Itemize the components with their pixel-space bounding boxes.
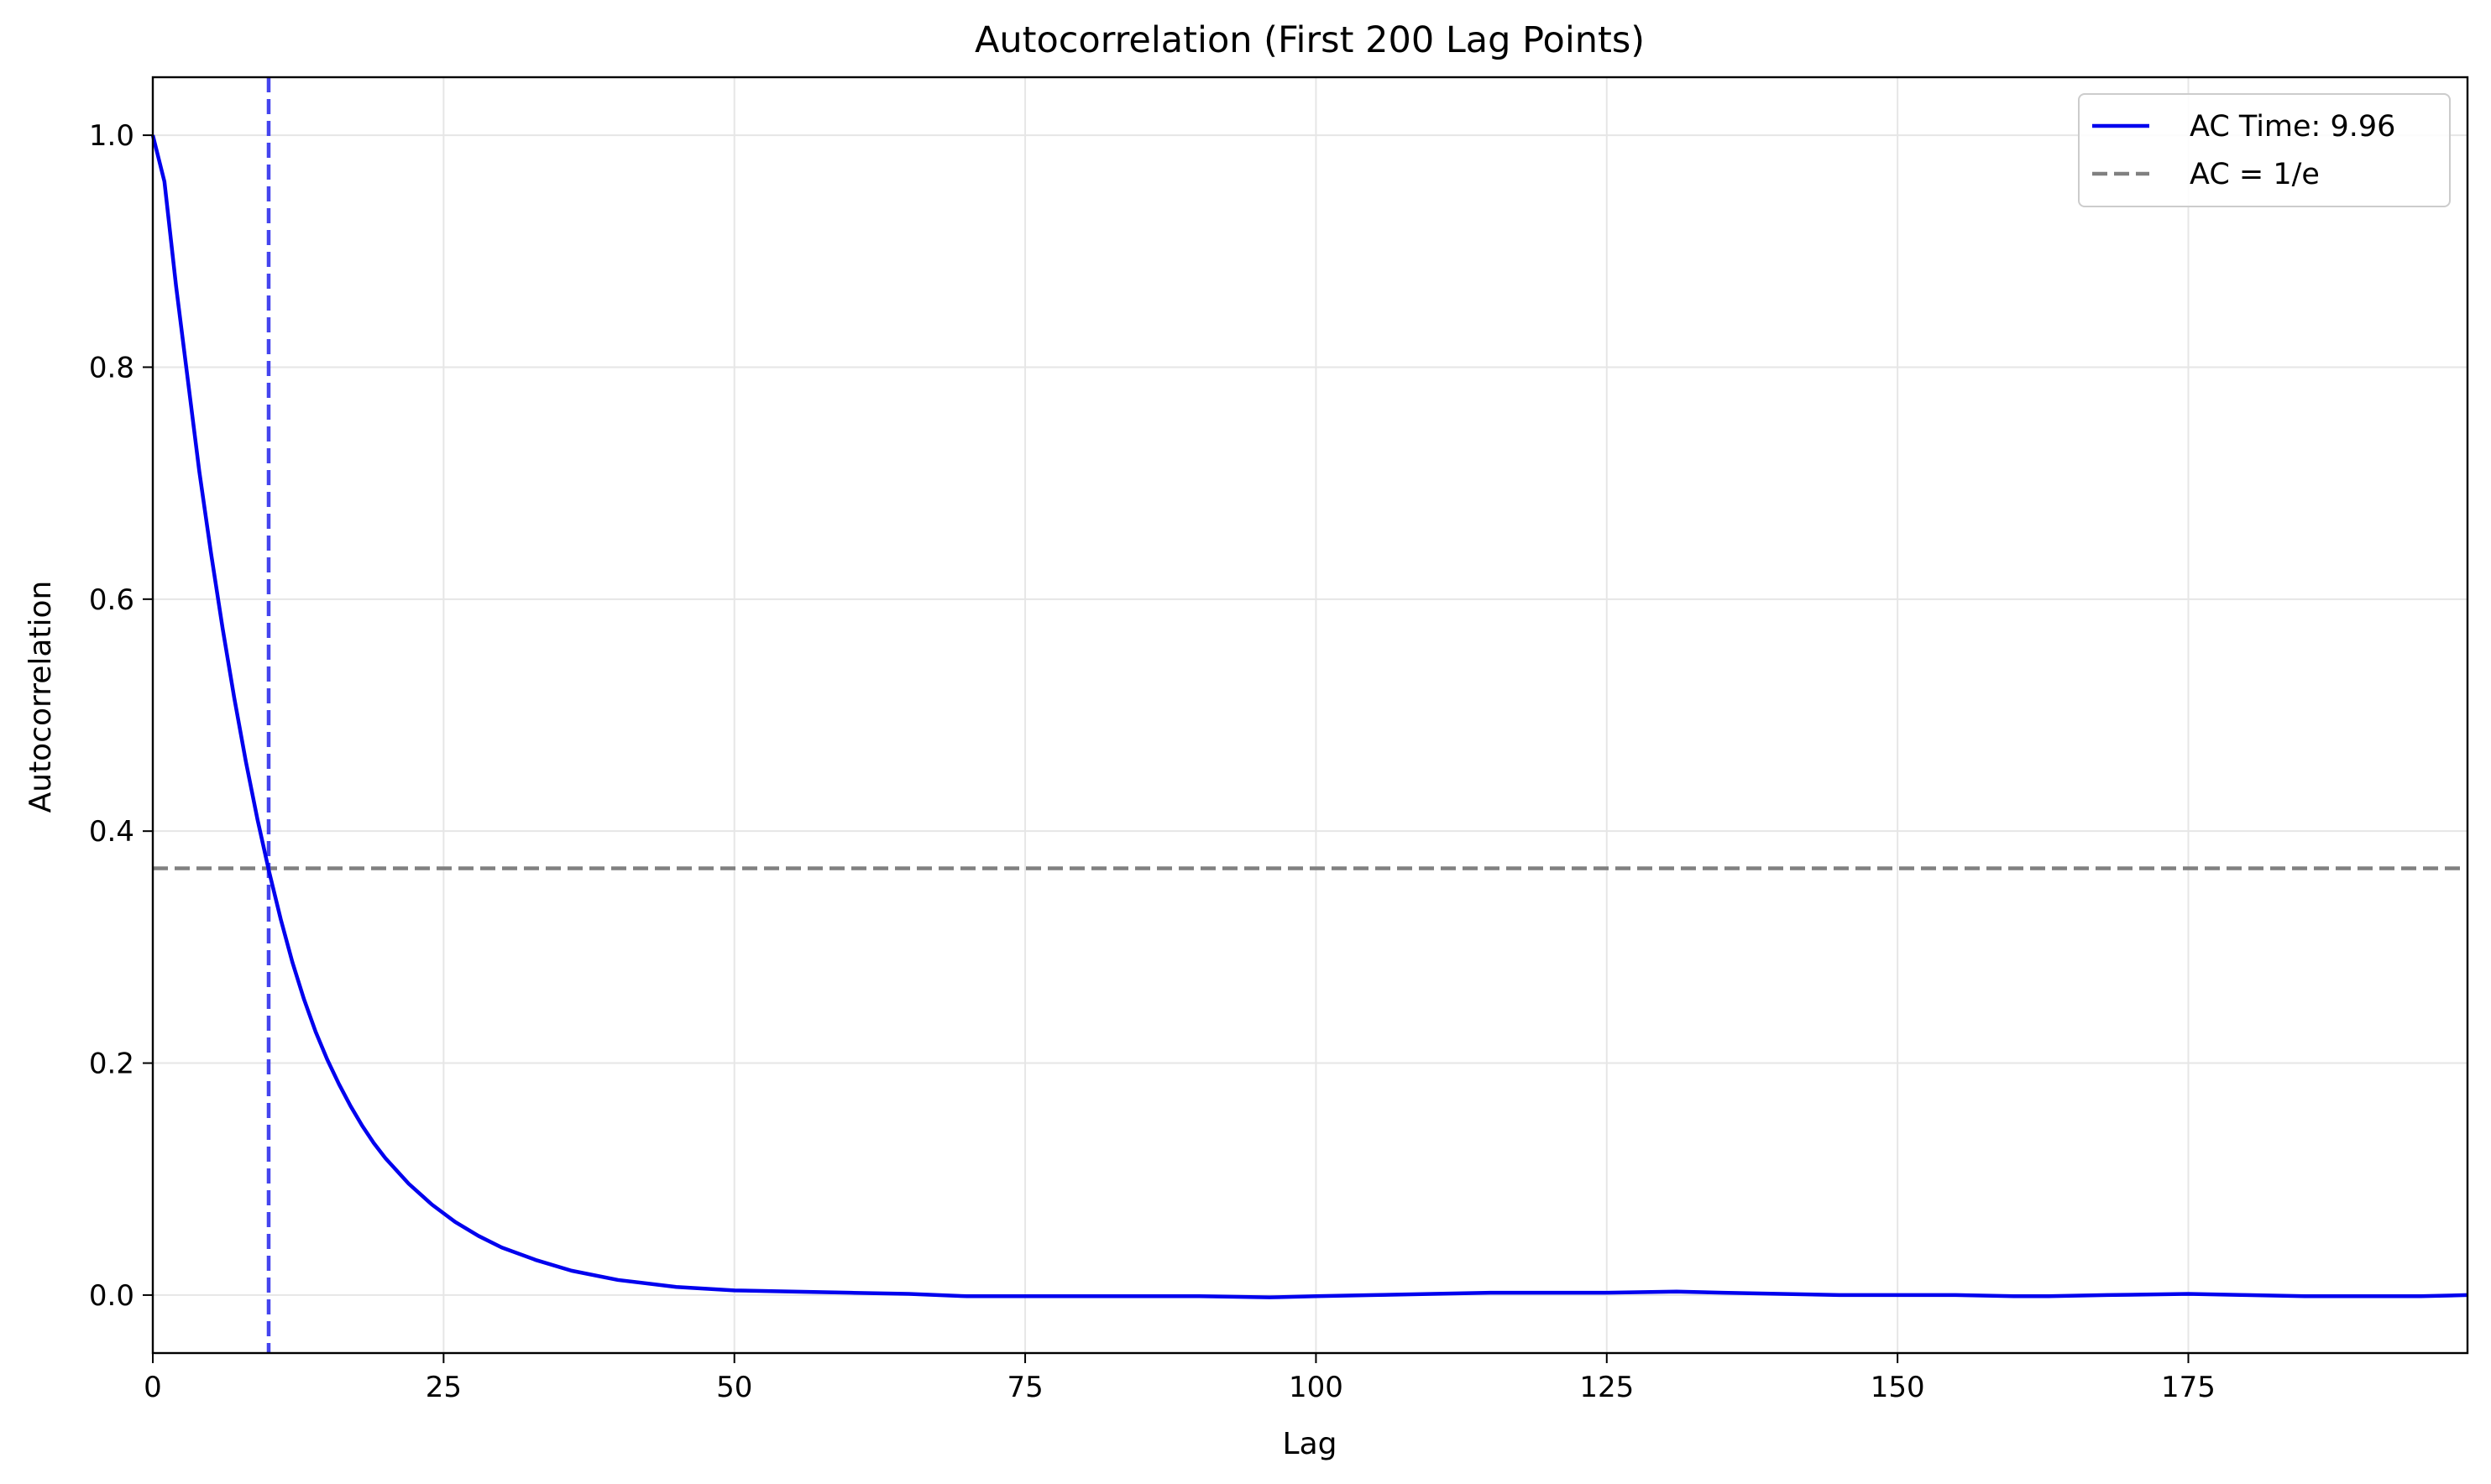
y-axis-label: Autocorrelation bbox=[24, 581, 58, 813]
y-tick-label: 0.4 bbox=[89, 815, 134, 849]
x-tick-label: 100 bbox=[1289, 1371, 1343, 1404]
legend: AC Time: 9.96 AC = 1/e bbox=[2078, 93, 2451, 207]
y-axis-ticks: 0.0 0.2 0.4 0.6 0.8 1.0 bbox=[89, 119, 153, 1313]
grid bbox=[152, 77, 2467, 1353]
chart-title: Autocorrelation (First 200 Lag Points) bbox=[975, 19, 1645, 61]
y-tick-label: 0.2 bbox=[89, 1048, 134, 1081]
legend-box bbox=[2078, 93, 2451, 207]
x-axis-ticks: 0 25 50 75 100 125 150 175 bbox=[144, 1353, 2216, 1404]
y-tick-label: 1.0 bbox=[89, 119, 134, 153]
x-tick-label: 150 bbox=[1871, 1371, 1925, 1404]
autocorrelation-series-line bbox=[150, 134, 2468, 1299]
x-axis-label: Lag bbox=[1283, 1427, 1337, 1461]
x-tick-label: 50 bbox=[716, 1371, 752, 1404]
y-tick-label: 0.8 bbox=[89, 351, 134, 384]
x-tick-label: 125 bbox=[1579, 1371, 1634, 1404]
y-tick-label: 0.0 bbox=[89, 1279, 134, 1313]
x-tick-label: 175 bbox=[2161, 1371, 2216, 1404]
x-tick-label: 25 bbox=[426, 1371, 462, 1404]
legend-label-1-over-e: AC = 1/e bbox=[2190, 158, 2320, 191]
plot-frame bbox=[151, 76, 2469, 1355]
plot-content bbox=[150, 77, 2468, 1353]
x-tick-label: 75 bbox=[1007, 1371, 1043, 1404]
y-tick-label: 0.6 bbox=[89, 583, 134, 617]
legend-label-ac-time: AC Time: 9.96 bbox=[2190, 110, 2395, 144]
x-tick-label: 0 bbox=[144, 1371, 162, 1404]
